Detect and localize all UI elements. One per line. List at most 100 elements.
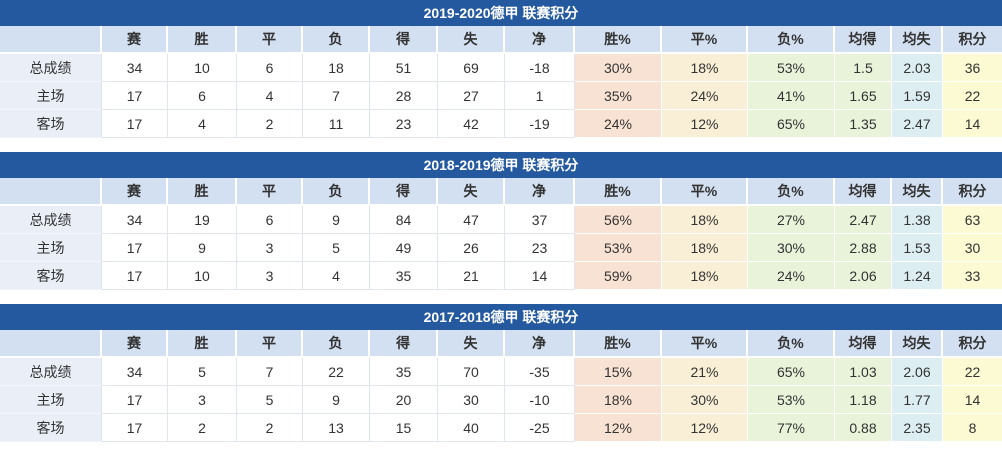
stat-cell: 30% (662, 386, 748, 414)
stat-cell: 17 (102, 82, 168, 110)
stat-cell: 8 (943, 414, 1002, 442)
col-header-win-pct: 胜% (575, 178, 662, 206)
stat-cell: 1.03 (835, 358, 892, 386)
table-title: 2017-2018德甲 联赛积分 (0, 304, 1002, 330)
stat-cell: 14 (943, 386, 1002, 414)
table-row-home: 主场 17 6 4 7 28 27 1 35% 24% 41% 1.65 1.5… (0, 82, 1002, 110)
stat-cell: 17 (102, 262, 168, 290)
stat-cell: 6 (237, 54, 303, 82)
stat-cell: 17 (102, 386, 168, 414)
col-header-win-pct: 胜% (575, 330, 662, 358)
stat-cell: 12% (662, 414, 748, 442)
stat-cell: 2.47 (892, 110, 943, 138)
table-row-total: 总成绩 34 5 7 22 35 70 -35 15% 21% 65% 1.03… (0, 358, 1002, 386)
stat-cell: 18% (575, 386, 662, 414)
stat-cell: 5 (237, 386, 303, 414)
col-header-goal-diff: 净 (505, 26, 575, 54)
stat-cell: 1.18 (835, 386, 892, 414)
stat-cell: 12% (575, 414, 662, 442)
col-header-avg-goals-against: 均失 (892, 330, 943, 358)
stat-cell: 53% (575, 234, 662, 262)
corner-cell (0, 26, 102, 54)
stat-cell: 4 (168, 110, 237, 138)
stat-cell: 34 (102, 358, 168, 386)
stat-cell: 10 (168, 262, 237, 290)
stat-cell: 27 (438, 82, 505, 110)
stat-cell: 2 (168, 414, 237, 442)
stat-cell: 59% (575, 262, 662, 290)
stat-cell: 23 (370, 110, 438, 138)
stat-cell: 20 (370, 386, 438, 414)
col-header-goal-diff: 净 (505, 330, 575, 358)
table-title: 2018-2019德甲 联赛积分 (0, 152, 1002, 178)
col-header-games: 赛 (102, 26, 168, 54)
stat-cell: 18 (303, 54, 370, 82)
stat-cell: 41% (748, 82, 835, 110)
row-label: 客场 (0, 414, 102, 442)
col-header-draws: 平 (237, 178, 303, 206)
stat-cell: 1 (505, 82, 575, 110)
stat-cell: 26 (438, 234, 505, 262)
col-header-losses: 负 (303, 330, 370, 358)
header-row: 赛 胜 平 负 得 失 净 胜% 平% 负% 均得 均失 积分 (0, 330, 1002, 358)
col-header-goals-for: 得 (370, 330, 438, 358)
stat-cell: 5 (168, 358, 237, 386)
stat-cell: 4 (237, 82, 303, 110)
col-header-wins: 胜 (168, 26, 237, 54)
stat-cell: 0.88 (835, 414, 892, 442)
col-header-draws: 平 (237, 330, 303, 358)
table-row-total: 总成绩 34 19 6 9 84 47 37 56% 18% 27% 2.47 … (0, 206, 1002, 234)
stat-cell: 18% (662, 262, 748, 290)
row-label: 客场 (0, 262, 102, 290)
stat-cell: 2 (237, 414, 303, 442)
stat-cell: 6 (237, 206, 303, 234)
stat-cell: 35 (370, 262, 438, 290)
stat-cell: 2.06 (835, 262, 892, 290)
stat-cell: -25 (505, 414, 575, 442)
stat-cell: 1.77 (892, 386, 943, 414)
col-header-wins: 胜 (168, 330, 237, 358)
stat-cell: 63 (943, 206, 1002, 234)
table-row-away: 客场 17 2 2 13 15 40 -25 12% 12% 77% 0.88 … (0, 414, 1002, 442)
col-header-draw-pct: 平% (662, 178, 748, 206)
season-table-2019-2020: 2019-2020德甲 联赛积分 赛 胜 平 负 得 失 净 胜% 平% 负% … (0, 0, 1002, 138)
row-label: 总成绩 (0, 358, 102, 386)
stat-cell: 30% (575, 54, 662, 82)
col-header-goals-for: 得 (370, 26, 438, 54)
col-header-goal-diff: 净 (505, 178, 575, 206)
row-label: 主场 (0, 386, 102, 414)
col-header-avg-goals-for: 均得 (835, 26, 892, 54)
stat-cell: 70 (438, 358, 505, 386)
stat-cell: 17 (102, 110, 168, 138)
stat-cell: 1.53 (892, 234, 943, 262)
stat-cell: 18% (662, 206, 748, 234)
col-header-goals-for: 得 (370, 178, 438, 206)
stat-cell: 24% (662, 82, 748, 110)
stat-cell: 11 (303, 110, 370, 138)
stat-cell: 19 (168, 206, 237, 234)
season-table-2018-2019: 2018-2019德甲 联赛积分 赛 胜 平 负 得 失 净 胜% 平% 负% … (0, 152, 1002, 290)
stat-cell: 12% (662, 110, 748, 138)
stat-cell: 9 (303, 206, 370, 234)
stat-cell: 35 (370, 358, 438, 386)
stat-cell: 28 (370, 82, 438, 110)
stat-cell: 1.65 (835, 82, 892, 110)
col-header-wins: 胜 (168, 178, 237, 206)
col-header-loss-pct: 负% (748, 330, 835, 358)
stat-cell: 34 (102, 54, 168, 82)
stat-cell: 7 (237, 358, 303, 386)
stat-cell: 17 (102, 414, 168, 442)
stat-cell: 22 (943, 82, 1002, 110)
col-header-draw-pct: 平% (662, 26, 748, 54)
stat-cell: 18% (662, 234, 748, 262)
stat-cell: 1.35 (835, 110, 892, 138)
stat-cell: 10 (168, 54, 237, 82)
stat-cell: 9 (168, 234, 237, 262)
corner-cell (0, 330, 102, 358)
corner-cell (0, 178, 102, 206)
header-row: 赛 胜 平 负 得 失 净 胜% 平% 负% 均得 均失 积分 (0, 26, 1002, 54)
col-header-goals-against: 失 (438, 330, 505, 358)
col-header-avg-goals-for: 均得 (835, 178, 892, 206)
stat-cell: 1.38 (892, 206, 943, 234)
row-label: 主场 (0, 82, 102, 110)
